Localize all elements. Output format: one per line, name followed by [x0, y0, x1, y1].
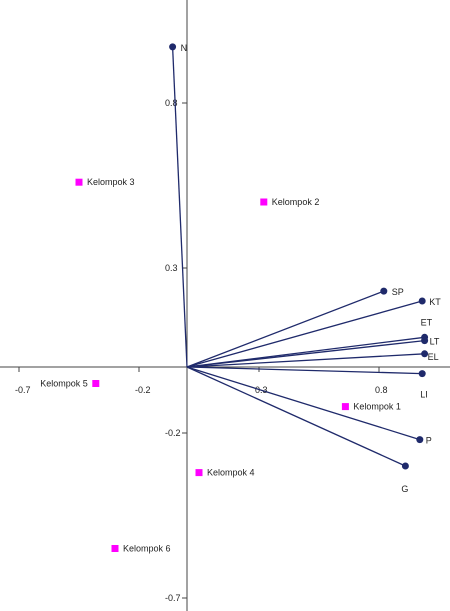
vector-label: N	[181, 43, 188, 53]
x-tick-label: -0.7	[15, 385, 31, 395]
vector-label: G	[401, 484, 408, 494]
vector-endpoint	[402, 463, 409, 470]
group-marker-label: Kelompok 4	[207, 468, 255, 478]
vector-endpoint	[416, 436, 423, 443]
vector-line	[187, 367, 405, 466]
vector-line	[187, 301, 422, 367]
group-marker	[76, 179, 83, 186]
vector-endpoint	[380, 288, 387, 295]
x-tick-label: -0.2	[135, 385, 151, 395]
group-marker-label: Kelompok 1	[353, 402, 401, 412]
vector-line	[187, 367, 422, 374]
group-marker	[196, 469, 203, 476]
vector-label: SP	[392, 287, 404, 297]
y-tick-label: -0.2	[165, 428, 181, 438]
group-marker-label: Kelompok 3	[87, 177, 135, 187]
group-marker	[92, 380, 99, 387]
vector-endpoint	[421, 337, 428, 344]
y-tick-label: 0.3	[165, 263, 178, 273]
vector-endpoint	[419, 370, 426, 377]
group-marker	[112, 545, 119, 552]
x-tick-label: 0.8	[375, 385, 388, 395]
vector-line	[173, 47, 187, 367]
y-tick-label: -0.7	[165, 593, 181, 603]
vector-label: ET	[421, 317, 433, 327]
vector-endpoint	[419, 298, 426, 305]
vector-endpoint	[169, 43, 176, 50]
y-axis-ticks: 0.80.3-0.2-0.7	[165, 98, 187, 603]
vector-label: KT	[429, 297, 441, 307]
vector-label: P	[426, 436, 432, 446]
vector-label: LI	[420, 390, 428, 400]
vector-label: LT	[430, 337, 440, 347]
group-marker-label: Kelompok 2	[272, 197, 320, 207]
group-marker-label: Kelompok 6	[123, 544, 171, 554]
group-marker-label: Kelompok 5	[40, 379, 88, 389]
loading-vectors: N SP KT ET LT EL LI P G	[169, 43, 441, 494]
group-marker	[260, 199, 267, 206]
group-marker	[342, 403, 349, 410]
vector-line	[187, 354, 425, 367]
vector-label: EL	[428, 352, 439, 362]
